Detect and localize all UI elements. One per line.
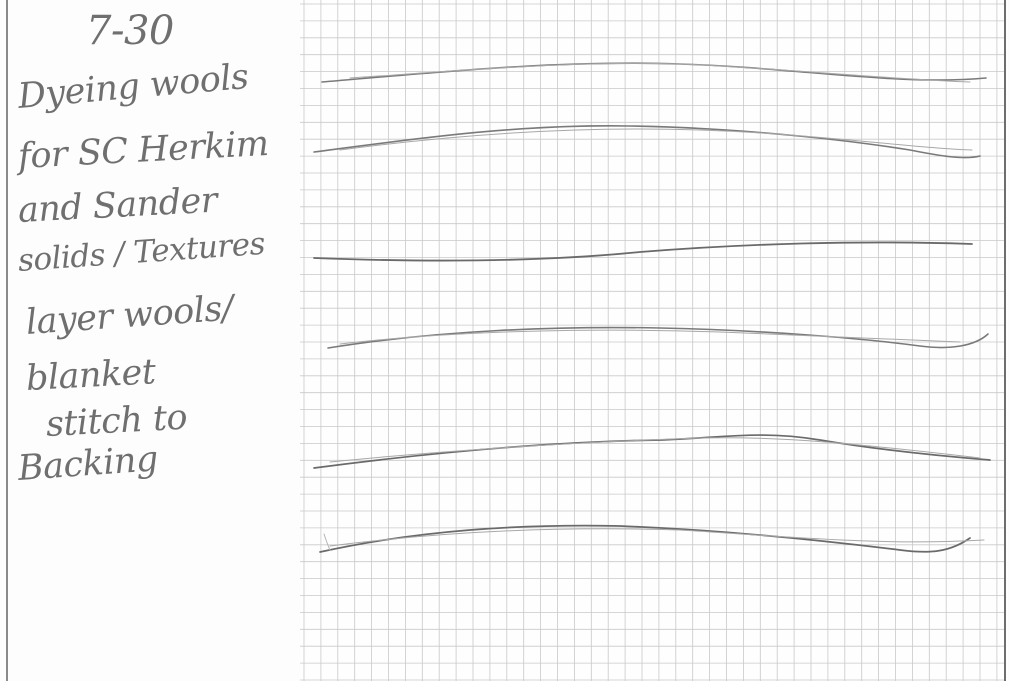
pencil-stroke [349, 62, 971, 83]
pencil-stroke [313, 125, 981, 159]
pencil-stroke [329, 437, 981, 463]
note-line: Backing [16, 439, 160, 489]
graph-paper-background [300, 0, 1004, 681]
pencil-stroke [313, 241, 973, 262]
pencil-stroke [319, 524, 971, 553]
note-line: solids / Textures [16, 225, 267, 279]
note-date: 7-30 [86, 8, 174, 54]
note-line: stitch to [44, 397, 189, 445]
page-right-edge [1004, 0, 1006, 681]
pencil-strokes [313, 62, 991, 553]
pencil-stroke [323, 533, 331, 551]
note-line: blanket [24, 352, 157, 399]
note-line: layer wools/ [24, 288, 235, 343]
note-line: Dyeing wools [16, 56, 250, 117]
handwritten-notes: 7-30 Dyeing wools for SC Herkim and Sand… [12, 6, 298, 526]
pencil-stroke [313, 434, 991, 469]
grid-lines [300, 0, 1004, 681]
page-left-edge [6, 0, 8, 681]
note-line: for SC Herkim [16, 123, 270, 177]
note-line: and Sander [16, 180, 218, 231]
pencil-stroke [339, 128, 973, 151]
pencil-stroke [329, 528, 985, 547]
graph-paper [300, 0, 1004, 681]
pencil-stroke [327, 326, 989, 349]
pencil-stroke [339, 329, 961, 345]
